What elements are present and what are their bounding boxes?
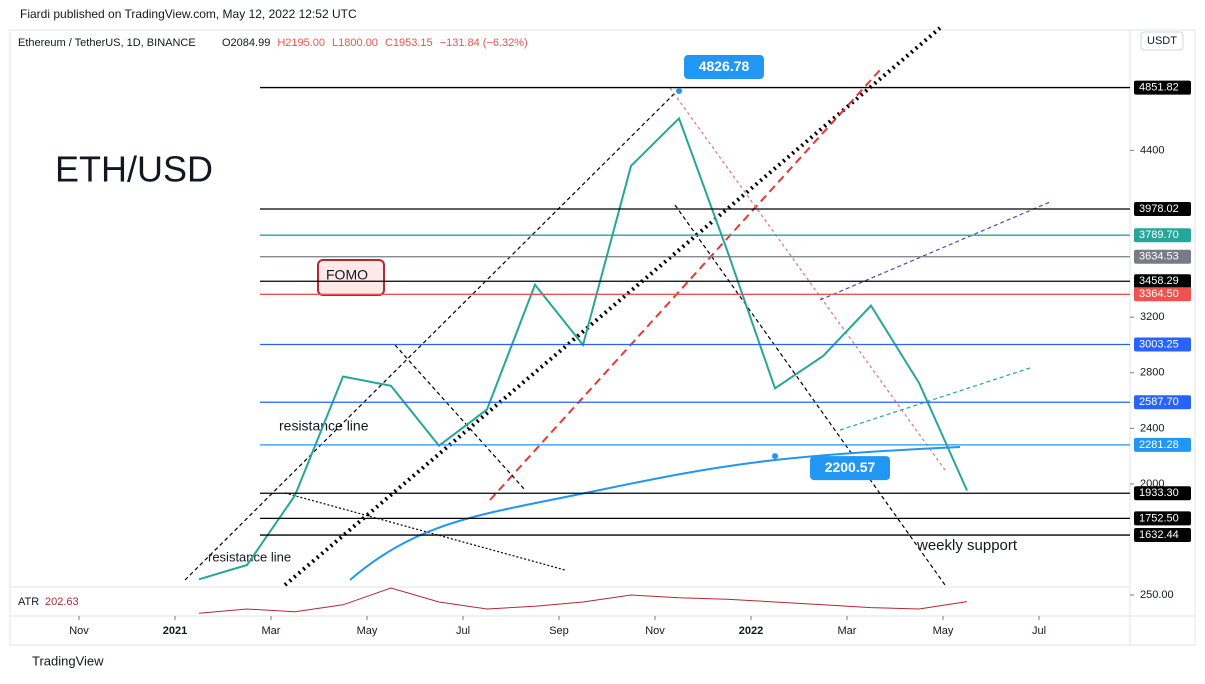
- level-label-box: [1134, 202, 1191, 217]
- level-label: 3634.53: [1139, 251, 1179, 263]
- price-line: [198, 587, 968, 614]
- callout-point: [676, 88, 682, 95]
- level-label-box: [1134, 511, 1191, 526]
- level-label-box: [1134, 395, 1191, 410]
- x-tick-label: Nov: [645, 625, 665, 637]
- symbol: Ethereum / TetherUS, 1D, BINANCE: [18, 37, 196, 49]
- channel-line: [184, 87, 681, 581]
- level-label: 1632.44: [1139, 529, 1179, 541]
- level-label-box: [1134, 528, 1191, 543]
- callout-box: [810, 456, 890, 481]
- level-label: 1933.30: [1139, 487, 1179, 499]
- callout-label: 4826.78: [699, 58, 750, 74]
- ohlc-value: −131.84 (−6.32%): [440, 37, 528, 49]
- ohlc: O2084.99 H2195.00 L1800.00 C1953.15 −131.84 …: [222, 37, 528, 49]
- trend-line: [669, 87, 946, 471]
- level-label-box: [1134, 274, 1191, 289]
- x-tick-label: Nov: [69, 625, 89, 637]
- annotation: ETH/USD: [55, 149, 213, 190]
- y-tick-label: 4400: [1140, 144, 1164, 156]
- ohlc-value: O2084.99: [222, 37, 270, 49]
- callout-label: 2200.57: [825, 459, 876, 475]
- y-tick-label: 2800: [1140, 367, 1164, 379]
- level-label-box: [1134, 287, 1191, 302]
- trend-line: [839, 367, 1031, 431]
- annotation: resistance line: [208, 549, 291, 564]
- atr-value: 202.63: [45, 596, 79, 608]
- y-tick-label: 3200: [1140, 311, 1164, 323]
- x-tick-label: Jul: [456, 625, 470, 637]
- level-label-box: [1134, 337, 1191, 352]
- x-tick-label: 2022: [739, 625, 763, 637]
- y-tick-label: 2400: [1140, 422, 1164, 434]
- x-tick-label: Mar: [838, 625, 857, 637]
- level-label-box: [1134, 437, 1191, 452]
- x-tick-label: May: [933, 625, 954, 637]
- currency-box: [1140, 31, 1184, 51]
- x-tick-label: Mar: [262, 625, 281, 637]
- x-tick-label: 2021: [163, 625, 187, 637]
- ohlc-value: C1953.15: [385, 37, 433, 49]
- ohlc-value: H2195.00: [277, 37, 325, 49]
- trend-line: [674, 204, 946, 586]
- annotation: weekly support: [916, 537, 1018, 554]
- level-label-box: [1134, 486, 1191, 501]
- y2-tick-label: 250.00: [1140, 589, 1174, 601]
- level-label: 3003.25: [1139, 338, 1179, 350]
- level-label: 2587.70: [1139, 396, 1179, 408]
- published: Fiardi published on TradingView.com, May…: [20, 7, 357, 21]
- trend-line: [284, 492, 566, 571]
- brand: TradingView: [32, 653, 104, 668]
- trend-line: [489, 69, 881, 501]
- level-label: 3789.70: [1139, 229, 1179, 241]
- level-label: 4851.82: [1139, 81, 1179, 93]
- currency: USDT: [1147, 35, 1177, 47]
- legend-atr: ATR: [18, 596, 39, 608]
- annotation: FOMO: [326, 267, 368, 283]
- level-label-box: [1134, 228, 1191, 243]
- callout-point: [772, 453, 778, 460]
- x-tick-label: May: [357, 625, 378, 637]
- x-tick-label: Jul: [1032, 625, 1046, 637]
- level-label-box: [1134, 249, 1191, 264]
- level-label: 2281.28: [1139, 439, 1179, 451]
- trend-line: [394, 344, 526, 491]
- level-label: 1752.50: [1139, 512, 1179, 524]
- chart-frame: [9, 29, 1196, 646]
- level-label: 3458.29: [1139, 275, 1179, 287]
- x-tick-label: Sep: [549, 625, 569, 637]
- level-label: 3978.02: [1139, 203, 1179, 215]
- fomo-box: [317, 259, 385, 296]
- ohlc-value: L1800.00: [332, 37, 378, 49]
- drawings: [184, 26, 1051, 587]
- callout-box: [684, 55, 764, 80]
- level-label-box: [1134, 80, 1191, 95]
- level-label: 3364.50: [1139, 288, 1179, 300]
